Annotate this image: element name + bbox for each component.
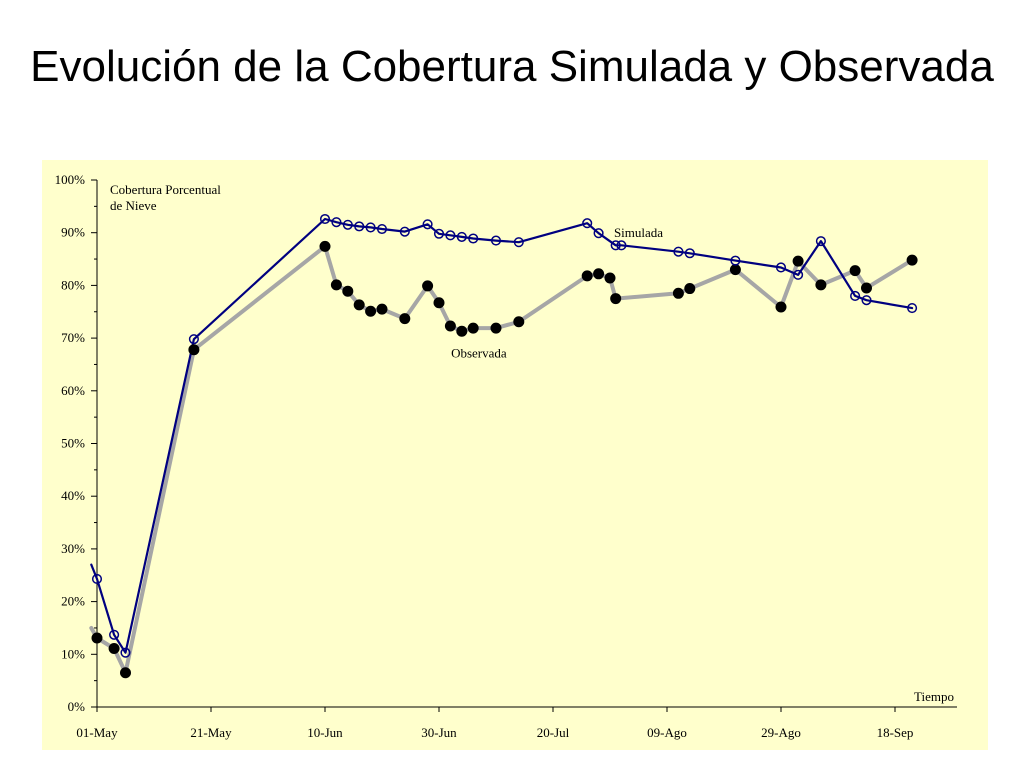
y-tick-label: 90% [61,225,85,240]
data-point-observada [422,280,434,292]
data-point-observada [467,322,479,334]
series-lines [89,217,915,675]
y-tick-label: 60% [61,383,85,398]
data-point-observada [513,316,525,328]
data-point-simulada [673,246,684,257]
series-line-observada [89,244,915,675]
x-tick-label: 29-Ago [761,725,801,740]
x-tick-label: 09-Ago [647,725,687,740]
y-tick-label: 20% [61,594,85,609]
series-annotation: Simulada [614,225,663,240]
data-point-observada [672,287,684,299]
data-point-simulada [861,295,872,306]
data-point-observada [108,643,120,655]
data-point-simulada [365,222,376,233]
y-tick-label: 70% [61,330,85,345]
data-point-observada [861,282,872,294]
x-tick-label: 30-Jun [421,725,457,740]
x-tick-label: 20-Jul [537,725,570,740]
y-tick-label: 50% [61,436,85,451]
y-tick-label: 80% [61,277,85,292]
data-point-simulada [684,248,695,259]
data-point-simulada [109,629,120,640]
data-point-simulada [188,334,199,345]
data-point-simulada [319,213,331,225]
series-markers [91,213,918,679]
x-axis-title: Tiempo [914,689,954,704]
data-point-simulada [775,262,787,273]
data-point-observada [729,264,741,276]
data-point-simulada [468,233,479,244]
y-axis-title-line: Cobertura Porcentual [110,182,221,197]
data-point-simulada [433,228,445,239]
data-point-simulada [593,228,604,239]
x-tick-label: 18-Sep [877,725,914,740]
data-point-observada [330,279,342,291]
chart-area-background [42,160,988,750]
data-point-observada [849,265,861,277]
data-point-observada [581,270,593,282]
data-point-simulada [399,226,410,237]
data-point-simulada [730,255,741,266]
data-point-simulada [850,290,861,301]
data-point-observada [91,632,103,644]
data-point-observada [490,322,502,334]
data-point-observada [775,301,787,313]
data-point-observada [365,305,377,317]
data-point-observada [684,283,696,295]
data-point-observada [353,299,365,311]
data-point-simulada [445,230,456,241]
data-point-observada [342,285,354,297]
data-point-observada [376,303,388,315]
y-tick-label: 40% [61,488,85,503]
data-point-simulada [793,269,804,280]
data-point-observada [399,313,411,325]
x-tick-label: 01-May [76,725,118,740]
data-point-simulada [616,240,627,251]
data-point-simulada [490,235,502,246]
data-point-simulada [610,240,621,251]
series-line-simulada [90,217,914,654]
data-point-simulada [354,221,365,232]
x-tick-label: 21-May [190,725,232,740]
data-point-simulada [815,236,826,247]
data-point-simulada [342,219,353,230]
data-point-observada [593,268,605,280]
y-axis-title-line: de Nieve [110,198,157,213]
x-tick-label: 10-Jun [307,725,343,740]
data-point-observada [456,325,468,337]
series-annotation: Observada [451,346,507,361]
y-tick-label: 100% [55,172,86,187]
data-point-simulada [907,303,918,314]
y-tick-label: 30% [61,541,85,556]
data-point-observada [188,344,200,356]
data-point-simulada [120,647,131,658]
data-point-observada [792,255,804,267]
data-point-observada [815,279,827,291]
slide-title: Evolución de la Cobertura Simulada y Obs… [30,42,994,91]
y-tick-label: 10% [61,646,85,661]
data-point-observada [319,240,331,252]
y-axis: 0% 10% 20% 30% 40% 50% 60% 70% 80% 90% 100% [55,172,98,714]
data-point-simulada [376,223,388,235]
data-point-simulada [331,217,342,228]
data-point-simulada [422,219,433,230]
data-point-observada [444,320,456,332]
data-point-observada [120,667,131,679]
data-point-observada [906,254,918,266]
data-point-simulada [91,573,103,584]
data-point-simulada [582,218,593,229]
data-point-observada [433,297,445,309]
data-point-observada [610,293,622,305]
data-point-observada [604,272,616,284]
y-tick-label: 0% [68,699,86,714]
data-point-simulada [513,237,524,248]
x-axis: 01-May 21-May 10-Jun 30-Jun 20-Jul 09-Ago 29-A… [76,706,957,740]
data-point-simulada [456,231,467,242]
